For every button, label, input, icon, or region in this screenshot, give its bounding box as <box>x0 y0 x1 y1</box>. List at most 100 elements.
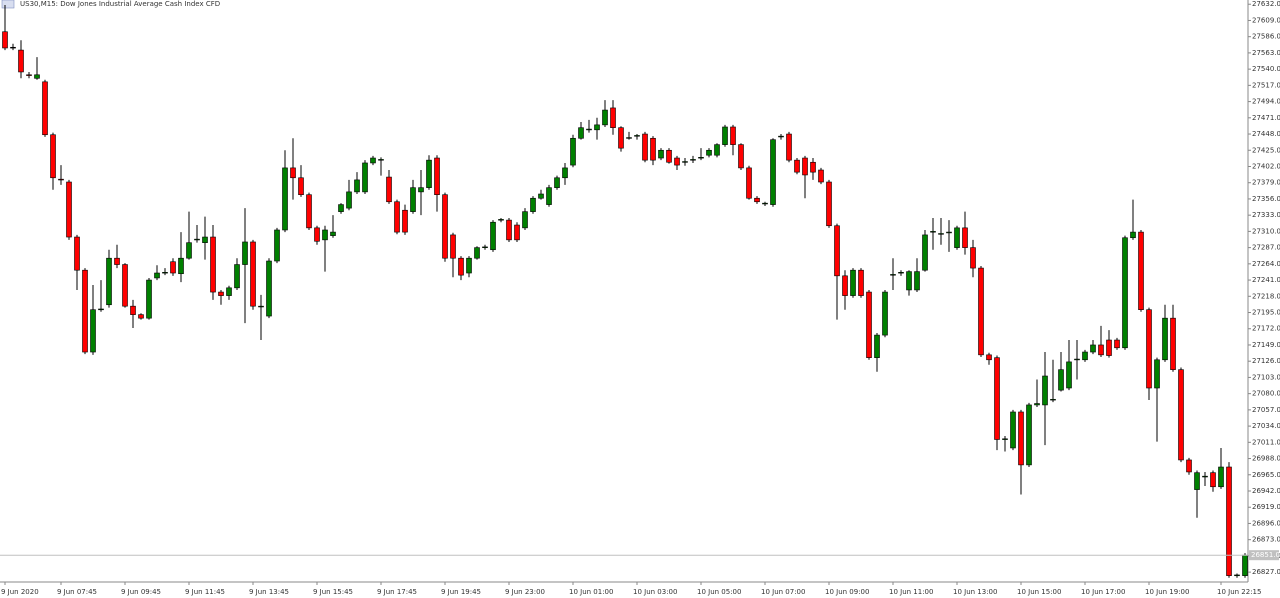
candle-body <box>162 272 168 274</box>
candle-body <box>578 127 584 139</box>
candle-body <box>530 197 536 212</box>
candle-body <box>426 159 432 188</box>
x-tick-label: 10 Jun 19:00 <box>1145 588 1189 596</box>
candle-body <box>394 201 400 233</box>
candle-body <box>274 229 280 262</box>
candle-body <box>890 274 896 276</box>
candle-body <box>1122 237 1128 349</box>
candle-body <box>786 133 792 161</box>
candle-body <box>802 157 808 176</box>
y-tick-label: 27287.0 <box>1252 244 1280 252</box>
candle-body <box>650 137 656 161</box>
candle-body <box>1098 344 1104 356</box>
candle-body <box>554 177 560 188</box>
candle-body <box>946 231 952 234</box>
candle-body <box>34 74 40 79</box>
y-tick-label: 27517.0 <box>1252 81 1280 89</box>
candle-body <box>82 269 88 353</box>
y-tick-label: 27494.0 <box>1252 98 1280 106</box>
candle-body <box>818 169 824 183</box>
candle-body <box>234 264 240 289</box>
y-tick-label: 27540.0 <box>1252 65 1280 73</box>
y-tick-label: 26896.0 <box>1252 519 1280 527</box>
candle-body <box>418 187 424 193</box>
y-tick-label: 26942.0 <box>1252 487 1280 495</box>
y-tick-label: 27563.0 <box>1252 49 1280 57</box>
y-tick-label: 27586.0 <box>1252 33 1280 41</box>
y-tick-label: 27103.0 <box>1252 373 1280 381</box>
candle-body <box>194 238 200 241</box>
y-tick-label: 27310.0 <box>1252 227 1280 235</box>
candle-body <box>994 357 1000 440</box>
candle-body <box>1178 369 1184 461</box>
candle-body <box>858 269 864 296</box>
candle-body <box>562 167 568 179</box>
x-tick-label: 9 Jun 2020 <box>1 588 39 596</box>
candle-body <box>442 194 448 259</box>
x-tick-label: 9 Jun 17:45 <box>377 588 417 596</box>
candle-body <box>186 242 192 259</box>
x-tick-label: 9 Jun 11:45 <box>185 588 225 596</box>
candle-body <box>1226 466 1232 576</box>
candle-body <box>122 264 128 307</box>
candle-body <box>18 49 24 73</box>
candle-body <box>1210 472 1216 488</box>
current-price-label: 26851.0 <box>1251 551 1280 559</box>
candle-body <box>1162 317 1168 361</box>
x-tick-label: 10 Jun 05:00 <box>697 588 741 596</box>
candle-body <box>42 81 48 136</box>
candle-body <box>378 159 384 161</box>
candle-body <box>346 191 352 209</box>
y-tick-label: 27609.0 <box>1252 16 1280 24</box>
candle-body <box>570 137 576 166</box>
candle-body <box>402 209 408 233</box>
candle-body <box>1058 369 1064 391</box>
candle-body <box>938 233 944 235</box>
candle-body <box>314 227 320 242</box>
x-tick-label: 10 Jun 17:00 <box>1081 588 1125 596</box>
candle-body <box>914 271 920 291</box>
candle-body <box>250 241 256 307</box>
candle-body <box>722 126 728 145</box>
candle-body <box>1218 466 1224 488</box>
candle-body <box>810 161 816 173</box>
candle-body <box>178 257 184 275</box>
x-tick-label: 9 Jun 23:00 <box>505 588 545 596</box>
candle-body <box>330 231 336 236</box>
candle-body <box>794 159 800 173</box>
candle-body <box>410 187 416 212</box>
y-tick-label: 26988.0 <box>1252 455 1280 463</box>
x-tick-label: 9 Jun 07:45 <box>57 588 97 596</box>
candle-body <box>842 275 848 296</box>
x-tick-label: 10 Jun 11:00 <box>889 588 933 596</box>
candle-body <box>874 334 880 358</box>
candle-body <box>1170 317 1176 370</box>
x-tick-label: 10 Jun 01:00 <box>569 588 613 596</box>
candle-body <box>826 181 832 227</box>
candle-body <box>266 260 272 317</box>
candle-body <box>658 149 664 159</box>
candle-body <box>706 149 712 156</box>
candle-body <box>930 231 936 233</box>
candle-body <box>290 167 296 179</box>
candle-body <box>754 197 760 203</box>
candle-body <box>306 194 312 229</box>
candle-body <box>906 271 912 291</box>
candle-body <box>642 133 648 161</box>
candle-body <box>1034 403 1040 406</box>
candle-body <box>1042 375 1048 406</box>
x-tick-label: 10 Jun 22:15 <box>1217 588 1261 596</box>
candle-body <box>114 257 120 265</box>
candle-body <box>1010 411 1016 449</box>
candle-body <box>474 247 480 259</box>
candle-body <box>66 181 72 238</box>
candle-body <box>1154 359 1160 389</box>
candle-body <box>146 279 152 319</box>
x-tick-label: 9 Jun 13:45 <box>249 588 289 596</box>
y-tick-label: 27195.0 <box>1252 309 1280 317</box>
candle-body <box>1074 358 1080 361</box>
candle-body <box>546 187 552 205</box>
